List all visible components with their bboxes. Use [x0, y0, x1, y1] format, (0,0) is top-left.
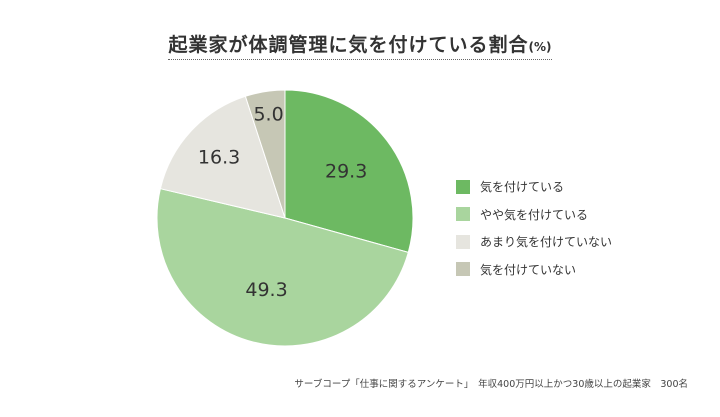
legend-item-1: 気を付けている: [456, 173, 612, 201]
chart-legend: 気を付けているやや気を付けているあまり気を付けていない 気を付けていない: [456, 173, 612, 283]
legend-swatch: [456, 234, 470, 249]
pie-slice-2: [156, 188, 409, 347]
legend-label: 気を付けている: [480, 180, 565, 195]
legend-item-4: 気を付けていない: [456, 256, 612, 284]
pie-value-labels: 29.3 49.3 16.3 5.0: [198, 103, 367, 301]
legend-swatch: [456, 179, 470, 194]
source-footnote: サーブコープ「仕事に関するアンケート」 年収400万円以上かつ30歳以上の起業家…: [294, 379, 688, 390]
chart-title: 起業家が体調管理に気を付けている割合: [168, 34, 529, 56]
chart-title-block: 起業家が体調管理に気を付けている割合(%): [0, 30, 720, 57]
legend-label: あまり気を付けていない: [480, 235, 613, 250]
legend-swatch: [456, 262, 470, 277]
chart-title-unit: (%): [528, 40, 552, 54]
legend-item-3: あまり気を付けていない: [456, 228, 612, 256]
pie-value-label-3: 16.3: [198, 146, 240, 168]
pie-value-label-1: 29.3: [325, 161, 367, 183]
pie-value-label-2: 49.3: [245, 279, 287, 301]
pie-slices: [156, 89, 414, 347]
pie-value-label-4: 5.0: [253, 103, 283, 125]
pie-slice-3: [159, 95, 286, 219]
legend-label: やや気を付けている: [480, 207, 589, 222]
legend-label: 気を付けていない: [480, 262, 577, 277]
pie-slice-1: [284, 89, 414, 254]
legend-item-2: やや気を付けている: [456, 201, 612, 229]
title-divider: [168, 59, 552, 60]
legend-swatch: [456, 207, 470, 222]
pie-slice-4: [244, 89, 286, 219]
